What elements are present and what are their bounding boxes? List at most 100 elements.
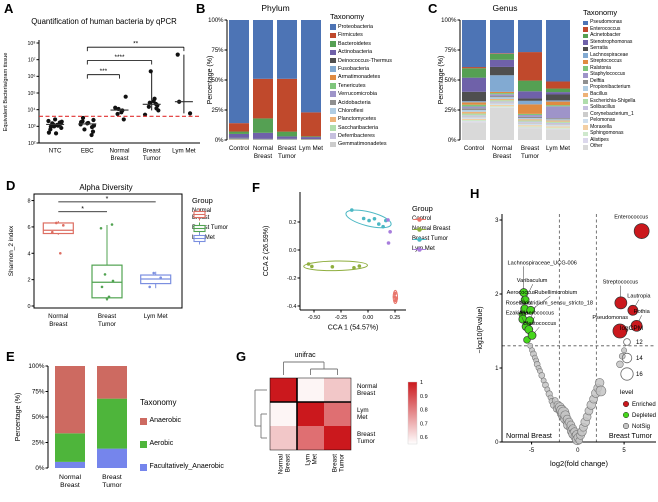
panel-g-label: G (236, 349, 247, 364)
bar-segment (518, 118, 542, 120)
bar-segment (462, 113, 486, 116)
bar-segment (462, 121, 486, 123)
data-point (595, 385, 607, 397)
bar-segment (462, 111, 486, 114)
y-tick: 2 (495, 292, 499, 298)
data-point (152, 271, 155, 275)
legend-label: Delftia (590, 77, 605, 84)
legend-item: Normal Breast (192, 208, 252, 222)
bar-segment (277, 131, 297, 137)
heatmap-border (269, 377, 352, 451)
legend-swatch (583, 79, 588, 85)
bar-segment (490, 59, 514, 67)
category-label: Breast (111, 155, 129, 162)
category-label: Breast (493, 153, 511, 160)
genus-title: Genus (492, 3, 518, 13)
legend-item: Deferribacteres (330, 133, 430, 139)
legend-swatch (140, 417, 147, 425)
bar-segment (490, 96, 514, 98)
category-label: Normal (253, 145, 273, 152)
col-label: Breast Tumor (332, 454, 346, 472)
y-axis-label: Percentage (%) (15, 393, 22, 442)
bar-segment (546, 92, 570, 95)
legend-label: Streptococcus (590, 58, 622, 65)
data-point (148, 285, 151, 289)
group-label: Breast Tumor (609, 431, 653, 440)
legend-dot (417, 236, 422, 242)
y-tick: 10⁶ (28, 74, 36, 80)
group-legend-cca: Group Control Normal Breast Breast Tumor Ly… (412, 204, 474, 256)
data-point (627, 304, 639, 316)
alpha-diversity-title: Alpha Diversity (79, 183, 133, 192)
row-label: Breast (357, 390, 375, 397)
y-tick: 0.2 (289, 220, 297, 226)
bar-segment (301, 112, 321, 137)
legend-item: Acinetobacter (583, 32, 658, 39)
legend-label: Stenotrophomonas (590, 38, 633, 45)
y-tick: 100% (208, 18, 224, 24)
legend-item: Enterococcus (583, 26, 658, 33)
legend-label: Pseudomonas (590, 19, 623, 25)
bar-segment (518, 127, 542, 129)
group-ellipse (345, 209, 392, 229)
unifrac-heatmap: unifracNormalBreastLymMetBreastTumorNorm… (254, 352, 428, 474)
legend-swatch (330, 74, 336, 81)
legend-swatch (583, 53, 588, 58)
bar-segment (546, 126, 570, 128)
colorbar-tick: 1 (420, 380, 423, 386)
legend-item: Lym Met (192, 232, 252, 245)
y-tick: 50% (211, 78, 224, 84)
panel-a-label: A (4, 1, 14, 16)
legend-item: Staphylococcus (583, 72, 658, 78)
data-point (614, 296, 628, 310)
legend-size-circle (620, 367, 634, 381)
data-point (99, 226, 103, 230)
x-tick: -5 (529, 448, 535, 454)
legend-label: Breast Tumor (412, 235, 449, 242)
legend-swatch (330, 133, 336, 139)
bar-segment (490, 100, 514, 102)
bar-segment (462, 120, 486, 122)
bar-segment (546, 101, 570, 106)
legend-swatch (583, 86, 588, 91)
legend-swatch (583, 20, 588, 26)
panel-d-label: D (6, 178, 16, 193)
y-tick: 10² (28, 141, 36, 147)
legend-item: Control (412, 216, 474, 223)
colorbar-tick: 0.6 (420, 435, 428, 441)
category-label: Breast (254, 153, 272, 160)
y-tick: 50% (32, 414, 45, 421)
y-tick: 75% (211, 48, 224, 54)
legend-label: Acidobacteria (338, 99, 371, 106)
bar-segment (462, 118, 486, 120)
colorbar-tick: 0.9 (420, 394, 428, 400)
y-tick: 10⁴ (28, 107, 36, 113)
bar-segment (518, 104, 542, 114)
legend-item: Lym Met (412, 246, 474, 253)
col-label-line: Normal (278, 454, 285, 474)
bar-segment (462, 20, 486, 68)
bar-segment (490, 106, 514, 108)
legend-swatch (583, 72, 588, 78)
legend-label: Serratia (590, 45, 608, 52)
legend-item: Armatimonadetes (330, 74, 430, 80)
bar-segment (546, 129, 570, 140)
row-label: Met (357, 414, 368, 421)
bar-segment (546, 118, 570, 120)
y-tick: 0 (27, 304, 30, 310)
legend-label: 12 (636, 340, 643, 346)
category-label: Normal (48, 313, 68, 320)
data-point (107, 295, 111, 299)
point-label: Lautropia (627, 294, 651, 300)
category-label: EBC (81, 148, 94, 155)
legend-label: Sphingomonas (590, 130, 624, 137)
bar-segment (55, 433, 85, 462)
point-label: Anaerococcus (519, 311, 555, 317)
y-axis-label: −log10(Pvalue) (477, 306, 484, 353)
y-tick: -0.4 (287, 304, 296, 310)
bar-segment (518, 125, 542, 127)
legend-item: Delftia (583, 77, 658, 85)
legend-swatch (330, 141, 336, 148)
legend-item: Chloroflexi (330, 108, 430, 114)
bar-segment (518, 91, 542, 99)
